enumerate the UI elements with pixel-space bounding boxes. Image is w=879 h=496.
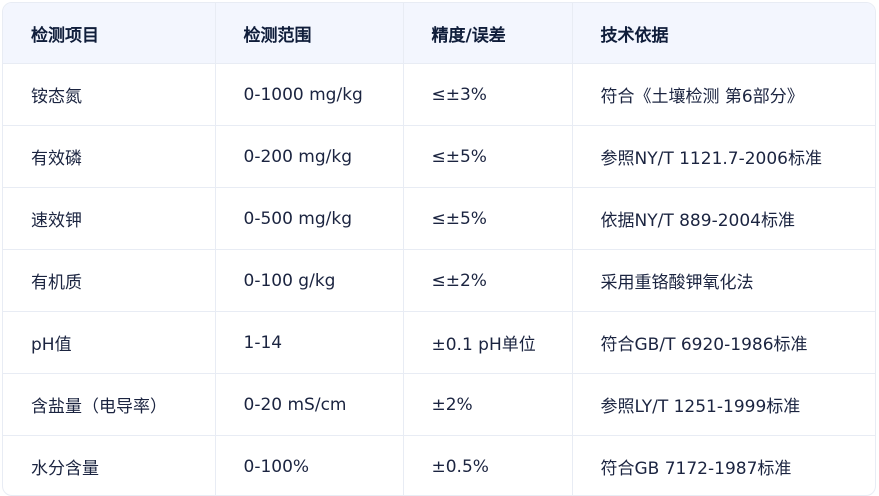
cell-accuracy: ±0.1 pH单位 [403,311,573,374]
table-row: 铵态氮 0-1000 mg/kg ≤±3% 符合《土壤检测 第6部分》 [3,63,875,126]
cell-accuracy: ≤±5% [403,187,573,250]
table-row: 速效钾 0-500 mg/kg ≤±5% 依据NY/T 889-2004标准 [3,187,875,250]
cell-item: 铵态氮 [3,63,216,126]
table-row: 水分含量 0-100% ±0.5% 符合GB 7172-1987标准 [3,435,875,495]
cell-basis: 符合GB/T 6920-1986标准 [572,311,875,374]
cell-accuracy: ±2% [403,373,573,436]
cell-basis: 符合《土壤检测 第6部分》 [572,63,875,126]
cell-item: 有机质 [3,249,216,312]
cell-range: 0-1000 mg/kg [215,63,404,126]
cell-basis: 符合GB 7172-1987标准 [600,459,792,479]
cell-accuracy: ≤±5% [403,125,573,188]
table-header-row: 检测项目 检测范围 精度/误差 技术依据 [3,3,875,64]
column-header-range: 检测范围 [215,3,404,64]
spec-table: 检测项目 检测范围 精度/误差 技术依据 铵态氮 0-1000 mg/kg ≤±3% 符合《… [3,3,875,495]
cell-basis: 参照LY/T 1251-1999标准 [572,373,875,436]
cell-accuracy: ≤±2% [403,249,573,312]
cell-accuracy: ≤±3% [403,63,573,126]
cell-range: 1-14 [215,311,404,374]
column-header-accuracy: 精度/误差 [403,3,573,64]
cell-item: 含盐量（电导率） [3,373,216,436]
cell-range: 0-200 mg/kg [215,125,404,188]
cell-range: 0-100 g/kg [215,249,404,312]
cell-accuracy: ±0.5% [403,435,573,495]
cell-basis: 参照NY/T 1121.7-2006标准 [572,125,875,188]
cell-basis: 依据NY/T 889-2004标准 [572,187,875,250]
cell-basis: 采用重铬酸钾氧化法 [572,249,875,312]
cell-range: 0-500 mg/kg [215,187,404,250]
cell-item: 水分含量 [3,435,216,495]
cell-item: pH值 [3,311,216,374]
table-row: 含盐量（电导率） 0-20 mS/cm ±2% 参照LY/T 1251-1999标准 [3,373,875,436]
column-header-basis: 技术依据 [572,3,875,64]
table-row: 有效磷 0-200 mg/kg ≤±5% 参照NY/T 1121.7-2006标准 [3,125,875,188]
table-row: pH值 1-14 ±0.1 pH单位 符合GB/T 6920-1986标准 [3,311,875,374]
cell-range: 0-20 mS/cm [215,373,404,436]
cell-range: 0-100% [215,435,404,495]
cell-item: 有效磷 [3,125,216,188]
column-header-item: 检测项目 [3,3,216,64]
table-row: 有机质 0-100 g/kg ≤±2% 采用重铬酸钾氧化法 [3,249,875,312]
cell-item: 速效钾 [3,187,216,250]
